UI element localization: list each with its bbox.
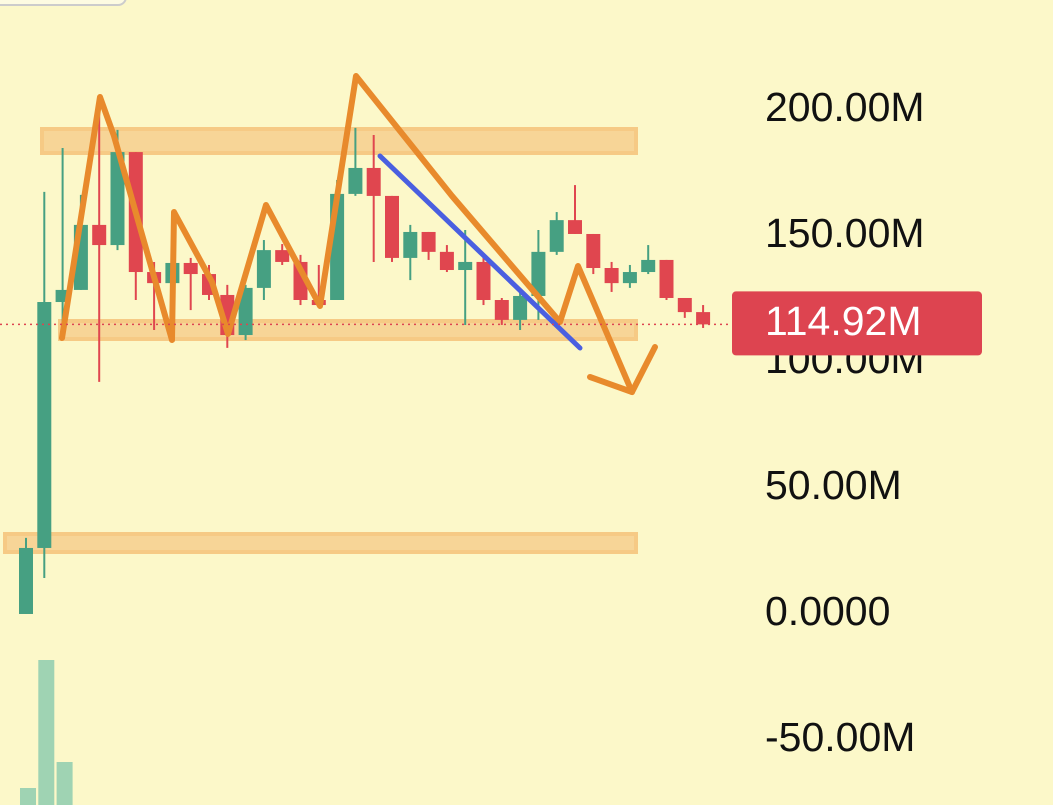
candle-body xyxy=(513,295,528,320)
candle-body xyxy=(37,302,52,548)
support-resistance-zones xyxy=(3,127,638,554)
candle-body xyxy=(366,167,381,196)
last-price-box xyxy=(732,291,982,356)
candle-body xyxy=(622,272,637,284)
candle-body xyxy=(696,312,711,325)
zone xyxy=(3,532,638,554)
candle-body xyxy=(476,261,491,301)
y-tick-label: 250.00M xyxy=(765,0,925,4)
volume-bar xyxy=(20,788,36,805)
candle-body xyxy=(604,267,619,284)
candle-body xyxy=(568,220,582,234)
toolbar-button[interactable] xyxy=(0,0,127,6)
candle-body xyxy=(641,259,656,273)
candle-body xyxy=(92,224,107,246)
candle-body xyxy=(403,231,418,258)
y-tick-label: 200.00M xyxy=(765,84,925,130)
candle-body xyxy=(348,167,363,194)
y-tick-label: -50.00M xyxy=(765,714,915,760)
candle-body xyxy=(677,297,692,313)
zone xyxy=(58,319,638,341)
last-price-label: 114.92M xyxy=(765,298,922,344)
candle-body xyxy=(421,231,436,252)
candle-body xyxy=(458,261,473,271)
annotations xyxy=(59,73,658,395)
candle-body xyxy=(238,287,253,336)
candle-body xyxy=(19,547,33,614)
zone xyxy=(40,127,638,155)
candle-body xyxy=(183,262,198,275)
candle-body xyxy=(439,251,454,271)
y-tick-label: 0.0000 xyxy=(765,588,890,634)
candle-body xyxy=(385,195,399,258)
arrow-head xyxy=(587,344,658,395)
candle-body xyxy=(110,152,125,246)
volume-bar xyxy=(56,762,73,805)
zigzag xyxy=(59,73,635,395)
candle-body xyxy=(494,300,509,320)
candle-body xyxy=(256,250,271,288)
candle-body xyxy=(586,233,601,268)
volume-bar xyxy=(38,660,55,805)
candle-body xyxy=(531,251,546,296)
y-tick-label: 50.00M xyxy=(765,462,902,508)
candle-body xyxy=(275,250,290,262)
candle-body xyxy=(549,220,564,252)
candle-body xyxy=(659,259,674,298)
trend-line xyxy=(377,153,583,351)
y-tick-label: 150.00M xyxy=(765,210,925,256)
